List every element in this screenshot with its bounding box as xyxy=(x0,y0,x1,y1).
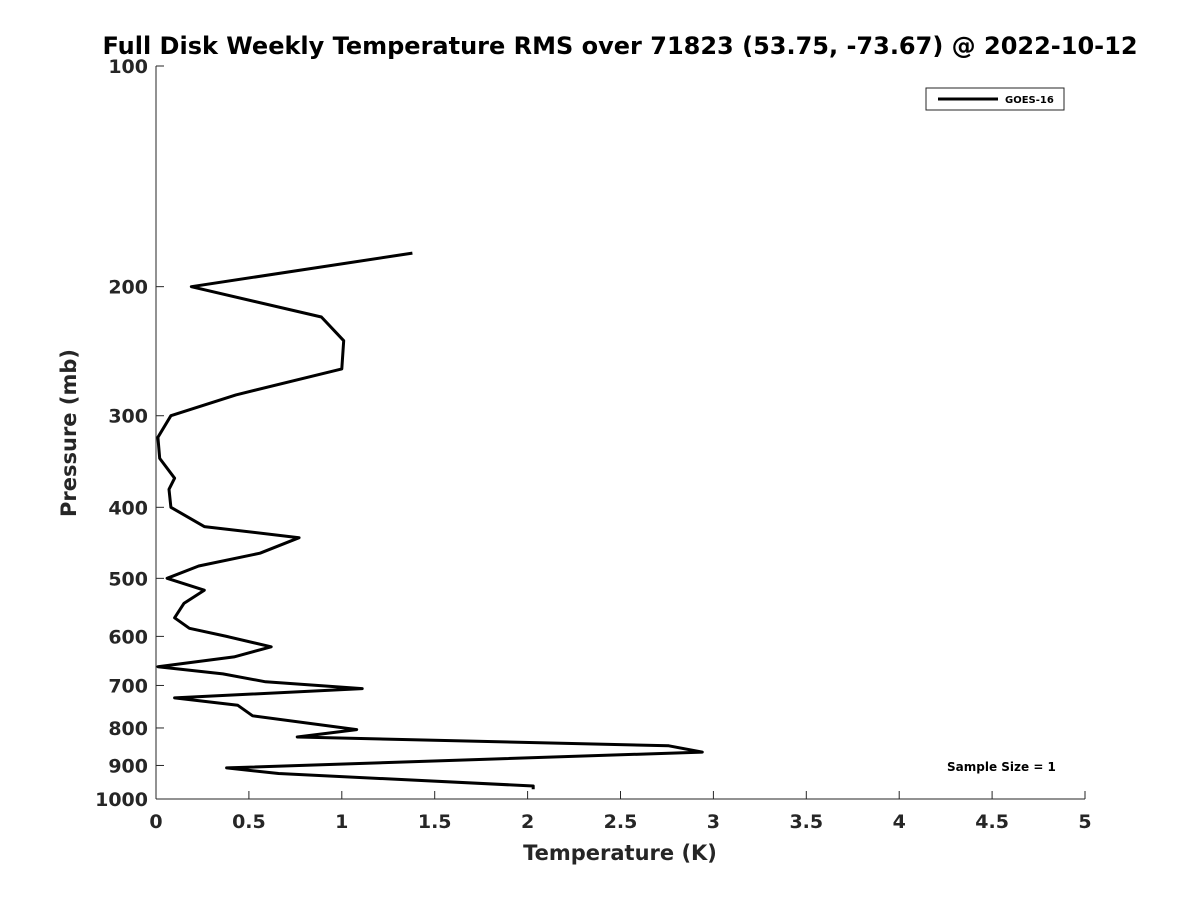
y-tick-label: 600 xyxy=(108,626,148,648)
series-line-goes-16 xyxy=(156,251,704,790)
y-tick-label: 300 xyxy=(108,406,148,428)
y-tick-label: 1000 xyxy=(95,789,148,811)
y-tick-label: 200 xyxy=(108,277,148,299)
x-tick-label: 1 xyxy=(335,811,348,833)
x-tick-label: 0 xyxy=(149,811,162,833)
y-tick-label: 900 xyxy=(108,755,148,777)
axes xyxy=(155,66,1085,800)
y-axis-label: Pressure (mb) xyxy=(57,349,81,517)
y-tick-label: 400 xyxy=(108,497,148,519)
chart-title: Full Disk Weekly Temperature RMS over 71… xyxy=(102,32,1137,60)
x-tick-label: 4.5 xyxy=(975,811,1009,833)
y-tick-label: 100 xyxy=(108,56,148,78)
legend-label: GOES-16 xyxy=(1005,95,1054,106)
y-tick-label: 800 xyxy=(108,718,148,740)
x-tick-label: 3 xyxy=(707,811,720,833)
sample-size-annotation: Sample Size = 1 xyxy=(947,760,1056,774)
x-ticks: 0 0.5 1 1.5 2 2.5 3 3.5 4 4.5 5 xyxy=(149,791,1092,833)
x-axis-label: Temperature (K) xyxy=(523,841,717,865)
x-tick-label: 3.5 xyxy=(789,811,823,833)
y-tick-label: 500 xyxy=(108,568,148,590)
x-tick-label: 2.5 xyxy=(604,811,638,833)
x-tick-label: 1.5 xyxy=(418,811,452,833)
x-tick-label: 5 xyxy=(1078,811,1091,833)
legend: GOES-16 xyxy=(925,87,1065,111)
x-tick-label: 0.5 xyxy=(232,811,266,833)
x-tick-label: 4 xyxy=(893,811,906,833)
y-tick-label: 700 xyxy=(108,675,148,697)
x-tick-label: 2 xyxy=(521,811,534,833)
y-ticks: 100 200 300 400 500 600 700 800 900 1000 xyxy=(95,56,164,811)
series-layer xyxy=(156,251,704,790)
